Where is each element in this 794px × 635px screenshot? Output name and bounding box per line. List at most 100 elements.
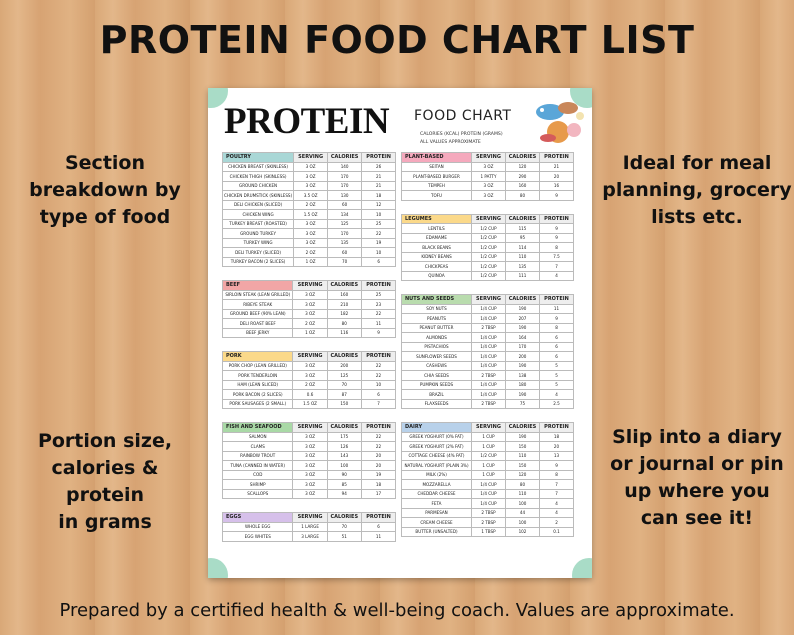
table-cell: 7 [539,488,574,499]
table-row: DELI TURKEY (SLICED) 2 OZ 60 10 [221,247,397,258]
table-row: PISTACHIOS 1/4 CUP 170 6 [401,341,574,352]
table-row: HAM (LEAN SLICED) 2 OZ 70 10 [221,379,397,390]
table-cell: 3 OZ [292,360,328,371]
table-cell: 210 [326,299,362,310]
table-cell: GROUND TURKEY [221,228,295,239]
section-name: LEGUMES [401,213,472,224]
table-cell: 51 [326,531,362,542]
table-cell: 20 [360,450,397,461]
table-cell: 1/4 CUP [471,498,506,509]
table-cell: 22 [360,370,397,381]
table-row: CLAMS 3 OZ 126 22 [221,441,397,452]
document-title: FOOD CHART [414,108,512,124]
table-row: PORK TENDERLOIN 3 OZ 125 22 [221,370,397,381]
table-cell: 11 [360,318,397,329]
table-row: FETA 1/4 CUP 100 4 [401,498,574,509]
table-cell: CHIA SEEDS [401,370,472,381]
table-cell: 21 [539,161,574,172]
table-cell: 164 [505,332,540,343]
table-row: CHICKEN THIGH (SKINLESS) 3 OZ 170 21 [221,171,397,182]
table-cell: 1 CUP [471,431,506,442]
table-cell: 1 LARGE [292,521,328,532]
table-cell: PARMESAN [401,507,472,518]
table-cell: 95 [505,232,540,243]
note-line: Slip into a diary [612,426,782,448]
table-row: FLAXSEEDS 2 TBSP 75 2.5 [401,398,574,409]
table-cell: 190 [505,360,540,371]
table-cell: 0.1 [539,526,574,537]
table-cell: 12 [361,199,397,210]
table-cell: 9 [539,190,574,201]
table-cell: 7 [360,398,397,409]
table-cell: SUNFLOWER SEEDS [401,351,472,362]
note-line: lists etc. [651,206,743,228]
table-row: PUMPKIN SEEDS 1/4 CUP 180 5 [401,379,574,390]
table-cell: 22 [360,431,397,442]
column-header: PROTEIN [360,512,397,523]
table-cell: 1 PATTY [471,171,506,182]
table-cell: 5 [539,360,574,371]
table-row: CREAM CHEESE 2 TBSP 100 2 [401,517,574,528]
column-header: PROTEIN [539,213,574,224]
table-cell: 3 OZ [292,479,328,490]
table-cell: 1/2 CUP [471,251,506,262]
table-cell: 8 [539,469,574,480]
table-cell: 120 [505,469,540,480]
table-cell: 22 [360,441,397,452]
table-cell: 5 [539,370,574,381]
table-cell: 182 [326,308,362,319]
table-row: EDAMAME 1/2 CUP 95 9 [401,232,574,243]
column-header: PROTEIN [360,280,397,291]
decoration [208,558,228,578]
table-cell: 22 [360,308,397,319]
table-row: NATURAL YOGHURT (PLAIN 3%) 1 CUP 150 9 [401,460,574,471]
table-cell: 3 OZ [292,289,328,300]
column-header: CALORIES [505,422,540,433]
table-cell: 1 CUP [471,460,506,471]
table-cell: 11 [360,531,397,542]
table-row: QUINOA 1/2 CUP 111 4 [401,270,574,281]
table-cell: CHEDDAR CHEESE [401,488,472,499]
table-cell: TUNA (CANNED IN WATER) [221,460,294,471]
table-cell: 3 OZ [293,161,329,172]
table-cell: CHICKEN BREAST (SKINLESS) [221,161,295,172]
table-cell: 135 [505,261,540,272]
table-cell: 6 [539,332,574,343]
table-cell: 20 [539,171,574,182]
table-cell: 1 CUP [471,441,506,452]
table-cell: 2 OZ [293,199,329,210]
footer: Prepared by a certified health & well-be… [59,600,735,621]
note-line: breakdown by [29,179,181,201]
table-cell: COD [221,469,294,480]
table-cell: PORK SAUSAGES (2 SMALL) [221,398,294,409]
table-cell: 4 [539,498,574,509]
section-header: DAIRY SERVING CALORIES PROTEIN [401,422,574,433]
note-line: Ideal for meal [622,152,772,174]
table-cell: TURKEY BREAST (ROASTED) [221,218,295,229]
table-cell: 2 TBSP [471,322,506,333]
table-cell: SEITAN [401,161,472,172]
table-cell: 116 [326,327,362,338]
section-table: PORK SERVING CALORIES PROTEIN PORK CHOP (LEA… [221,351,397,409]
table-row: SUNFLOWER SEEDS 1/4 CUP 200 6 [401,351,574,362]
table-cell: 9 [539,313,574,324]
table-cell: PORK CHOP (LEAN GRILLED) [221,360,294,371]
section-table: EGGS SERVING CALORIES PROTEIN WHOLE EGG 1 LAR… [221,512,397,542]
section-header: BEEF SERVING CALORIES PROTEIN [221,280,397,291]
table-cell: DELI TURKEY (SLICED) [221,247,295,258]
table-row: CHIA SEEDS 2 TBSP 138 5 [401,370,574,381]
table-cell: 1/2 CUP [471,223,506,234]
table-cell: 125 [326,370,362,381]
table-cell: 1/4 CUP [471,488,506,499]
table-cell: 1/4 CUP [471,313,506,324]
table-cell: KIDNEY BEANS [401,251,472,262]
table-cell: ALMONDS [401,332,472,343]
table-cell: LENTILS [401,223,472,234]
table-cell: COTTAGE CHEESE (4% FAT) [401,450,472,461]
document-title: PROTEIN [224,101,390,142]
table-cell: BLACK BEANS [401,242,472,253]
column-header: PROTEIN [360,422,397,433]
column-header: PROTEIN [539,294,574,305]
table-cell: 94 [326,488,362,499]
table-cell: 2 TBSP [471,517,506,528]
